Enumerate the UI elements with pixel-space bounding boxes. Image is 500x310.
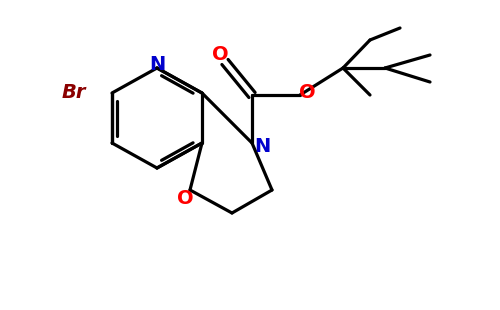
Text: N: N: [149, 55, 165, 74]
Text: O: O: [176, 188, 194, 207]
Text: N: N: [254, 136, 270, 156]
Text: O: O: [212, 45, 228, 64]
Text: O: O: [298, 82, 316, 101]
Text: Br: Br: [62, 83, 86, 103]
